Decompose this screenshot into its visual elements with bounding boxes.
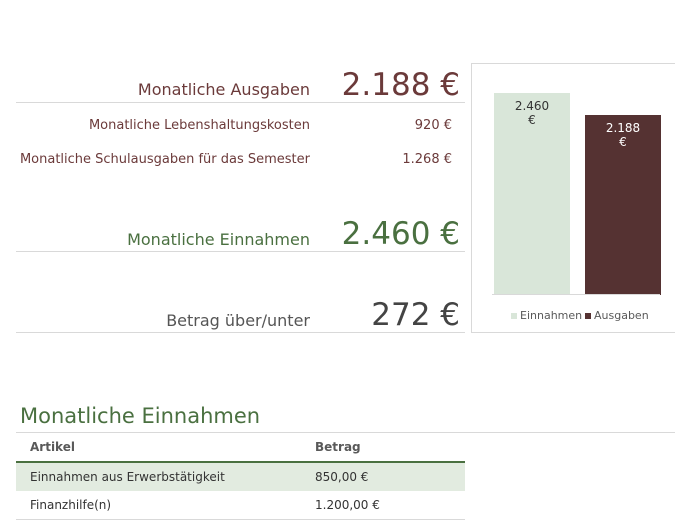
table-cell-amount: 1.200,00 € bbox=[315, 498, 380, 512]
divider bbox=[16, 251, 465, 252]
bar-ausgaben bbox=[585, 115, 661, 295]
table-header-item: Artikel bbox=[30, 440, 75, 454]
school-costs-label: Monatliche Schulausgaben für das Semeste… bbox=[19, 152, 310, 167]
difference-label: Betrag über/unter bbox=[166, 311, 310, 330]
table-cell-item: Finanzhilfe(n) bbox=[30, 498, 112, 512]
school-costs-value: 1.268 € bbox=[402, 152, 452, 167]
income-label: Monatliche Einnahmen bbox=[127, 230, 310, 249]
table-row[interactable]: Finanzhilfe(n) 1.200,00 € bbox=[16, 491, 465, 519]
expenses-value: 2.188 € bbox=[341, 67, 460, 103]
living-costs-value: 920 € bbox=[414, 118, 452, 133]
table-header-border bbox=[16, 461, 465, 463]
legend-label: Ausgaben bbox=[594, 309, 649, 322]
bar-einnahmen bbox=[494, 92, 570, 295]
table-cell-item: Einnahmen aus Erwerbstätigkeit bbox=[30, 470, 225, 484]
data-label-ausgaben: 2.188 € bbox=[605, 121, 641, 150]
living-costs-label: Monatliche Lebenshaltungskosten bbox=[88, 118, 310, 133]
difference-value: 272 € bbox=[371, 297, 460, 333]
legend-swatch bbox=[511, 312, 517, 319]
legend-ausgaben: Ausgaben bbox=[585, 309, 649, 322]
chart-baseline bbox=[492, 294, 660, 295]
divider bbox=[16, 102, 465, 103]
table-title-divider bbox=[16, 432, 675, 433]
table-row[interactable]: Einnahmen aus Erwerbstätigkeit 850,00 € bbox=[16, 463, 465, 491]
data-label-einnahmen: 2.460 € bbox=[514, 98, 550, 127]
income-table-title: Monatliche Einnahmen bbox=[20, 404, 261, 428]
table-cell-amount: 850,00 € bbox=[315, 470, 369, 484]
income-value: 2.460 € bbox=[341, 216, 460, 252]
table-header-amount: Betrag bbox=[315, 440, 361, 454]
expenses-label: Monatliche Ausgaben bbox=[137, 80, 310, 99]
income-expense-chart: 2.460 € 2.188 € bbox=[471, 63, 675, 333]
legend-einnahmen: Einnahmen bbox=[511, 309, 582, 322]
divider bbox=[16, 332, 465, 333]
legend-label: Einnahmen bbox=[520, 309, 583, 322]
legend-swatch bbox=[585, 312, 591, 319]
